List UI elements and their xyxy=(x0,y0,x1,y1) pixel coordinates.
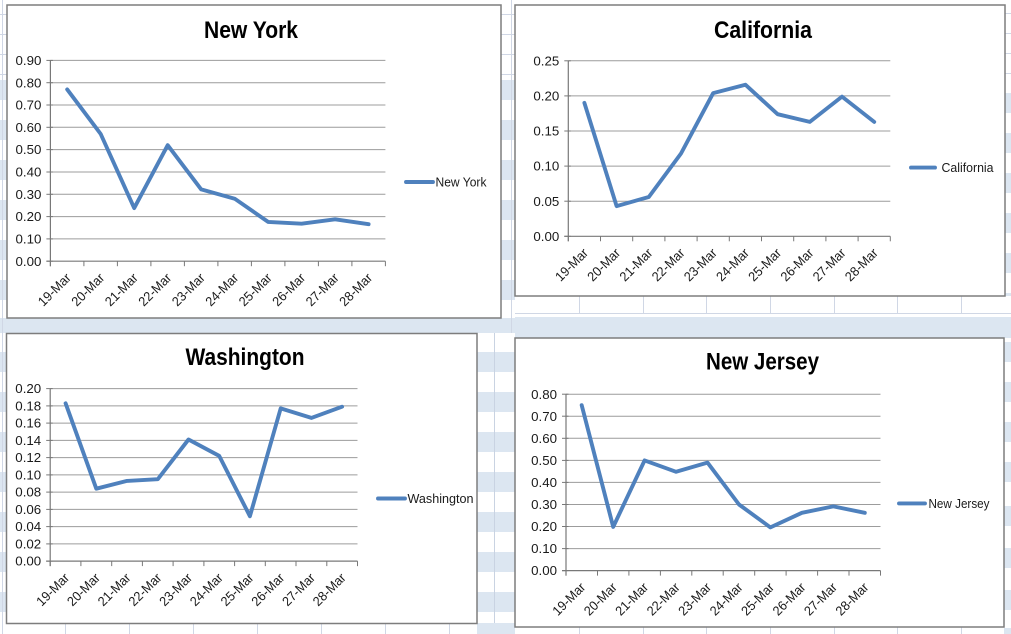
svg-text:0.18: 0.18 xyxy=(15,399,41,414)
svg-text:0.00: 0.00 xyxy=(16,254,42,269)
svg-text:0.30: 0.30 xyxy=(16,187,42,202)
svg-text:0.15: 0.15 xyxy=(533,124,559,139)
svg-text:0.50: 0.50 xyxy=(531,453,557,468)
svg-text:0.00: 0.00 xyxy=(533,229,559,244)
svg-text:0.20: 0.20 xyxy=(15,381,41,396)
svg-text:0.30: 0.30 xyxy=(531,497,557,512)
svg-text:New Jersey: New Jersey xyxy=(929,496,990,511)
svg-text:0.70: 0.70 xyxy=(531,409,557,424)
svg-text:California: California xyxy=(714,17,813,44)
svg-text:0.10: 0.10 xyxy=(16,232,42,247)
svg-text:0.20: 0.20 xyxy=(16,209,42,224)
svg-text:0.70: 0.70 xyxy=(16,98,42,113)
svg-text:0.14: 0.14 xyxy=(15,433,41,448)
svg-text:0.10: 0.10 xyxy=(15,468,41,483)
svg-text:New Jersey: New Jersey xyxy=(706,349,820,376)
svg-text:0.16: 0.16 xyxy=(15,416,41,431)
svg-text:0.05: 0.05 xyxy=(533,194,559,209)
svg-text:0.20: 0.20 xyxy=(531,519,557,534)
svg-text:0.80: 0.80 xyxy=(16,75,42,90)
svg-text:Washington: Washington xyxy=(186,344,305,371)
svg-text:0.00: 0.00 xyxy=(531,563,557,578)
svg-text:0.40: 0.40 xyxy=(16,165,42,180)
svg-text:0.10: 0.10 xyxy=(533,159,559,174)
svg-text:0.50: 0.50 xyxy=(16,142,42,157)
svg-text:0.06: 0.06 xyxy=(15,502,41,517)
svg-text:0.00: 0.00 xyxy=(15,554,41,569)
svg-text:0.10: 0.10 xyxy=(531,541,557,556)
svg-text:0.12: 0.12 xyxy=(15,450,41,465)
svg-text:0.60: 0.60 xyxy=(531,431,557,446)
svg-text:0.04: 0.04 xyxy=(15,519,41,534)
svg-text:0.08: 0.08 xyxy=(15,485,41,500)
svg-text:0.20: 0.20 xyxy=(533,89,559,104)
svg-text:0.02: 0.02 xyxy=(15,537,41,552)
svg-text:California: California xyxy=(942,160,995,175)
svg-text:New York: New York xyxy=(436,175,487,190)
svg-text:0.90: 0.90 xyxy=(16,53,42,68)
svg-text:0.80: 0.80 xyxy=(531,387,557,402)
svg-text:New York: New York xyxy=(204,17,299,44)
svg-text:0.25: 0.25 xyxy=(533,53,559,68)
svg-text:Washington: Washington xyxy=(408,491,474,506)
svg-text:0.60: 0.60 xyxy=(16,120,42,135)
svg-text:0.40: 0.40 xyxy=(531,475,557,490)
